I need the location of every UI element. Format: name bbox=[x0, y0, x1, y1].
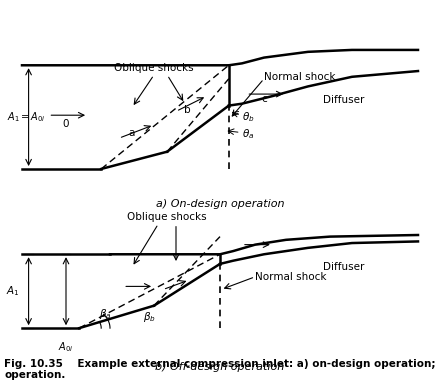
Text: Normal shock: Normal shock bbox=[264, 72, 336, 82]
Text: a: a bbox=[129, 128, 135, 138]
Text: Normal shock: Normal shock bbox=[255, 272, 326, 282]
Text: $A_1$: $A_1$ bbox=[7, 284, 20, 298]
Text: $\beta_a$: $\beta_a$ bbox=[99, 307, 112, 321]
Text: $\theta_a$: $\theta_a$ bbox=[242, 127, 254, 141]
Text: Diffuser: Diffuser bbox=[323, 95, 364, 105]
Text: Fig. 10.35    Example external compression inlet: a) on-design operation; b) off: Fig. 10.35 Example external compression … bbox=[4, 359, 440, 380]
Text: $\beta_b$: $\beta_b$ bbox=[143, 310, 156, 324]
Text: $\theta_b$: $\theta_b$ bbox=[242, 110, 255, 124]
Text: c: c bbox=[261, 94, 267, 104]
Text: a) On-design operation: a) On-design operation bbox=[156, 199, 284, 209]
Text: $A_{0i}$: $A_{0i}$ bbox=[59, 341, 73, 354]
Text: b) Off-design operation: b) Off-design operation bbox=[155, 362, 285, 372]
Text: Diffuser: Diffuser bbox=[323, 262, 364, 272]
Text: Oblique shocks: Oblique shocks bbox=[128, 212, 207, 222]
Text: Oblique shocks: Oblique shocks bbox=[114, 63, 194, 73]
Text: 0: 0 bbox=[63, 119, 69, 129]
Text: b: b bbox=[183, 105, 191, 115]
Text: $A_1 = A_{0i}$: $A_1 = A_{0i}$ bbox=[7, 110, 45, 124]
